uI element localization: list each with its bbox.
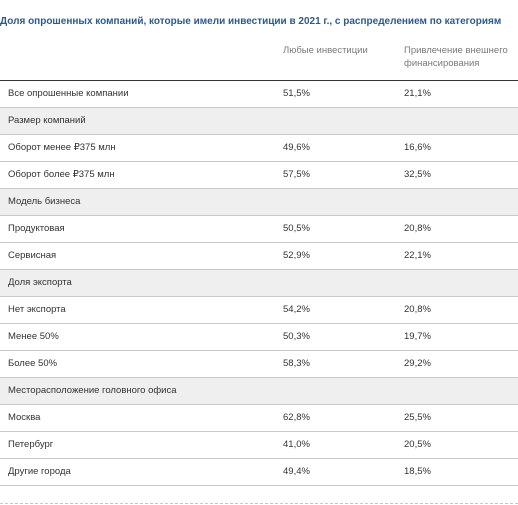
- table-row: Сервисная 52,9% 22,1%: [0, 243, 518, 270]
- table-row: Петербург 41,0% 20,5%: [0, 432, 518, 459]
- section-row: Модель бизнеса: [0, 189, 518, 216]
- table-row: Москва 62,8% 25,5%: [0, 405, 518, 432]
- row-label: Оборот менее ₽375 млн: [8, 142, 116, 153]
- row-value-external-financing: 20,5%: [404, 439, 431, 450]
- table-row: Продуктовая 50,5% 20,8%: [0, 216, 518, 243]
- row-value-any-investment: 58,3%: [283, 358, 310, 369]
- row-value-external-financing: 20,8%: [404, 304, 431, 315]
- row-value-external-financing: 29,2%: [404, 358, 431, 369]
- row-value-any-investment: 54,2%: [283, 304, 310, 315]
- table-row: Оборот менее ₽375 млн 49,6% 16,6%: [0, 135, 518, 162]
- row-value-any-investment: 50,3%: [283, 331, 310, 342]
- table-title: Доля опрошенных компаний, которые имели …: [0, 16, 502, 27]
- section-label: Модель бизнеса: [8, 196, 81, 207]
- bottom-divider: [0, 503, 518, 504]
- row-value-any-investment: 62,8%: [283, 412, 310, 423]
- investment-table: Все опрошенные компании 51,5% 21,1% Разм…: [0, 81, 518, 486]
- row-value-any-investment: 51,5%: [283, 88, 310, 99]
- section-row: Месторасположение головного офиса: [0, 378, 518, 405]
- section-label: Месторасположение головного офиса: [8, 385, 177, 396]
- section-row: Размер компаний: [0, 108, 518, 135]
- row-label: Оборот более ₽375 млн: [8, 169, 115, 180]
- section-label: Доля экспорта: [8, 277, 72, 288]
- table-row: Все опрошенные компании 51,5% 21,1%: [0, 81, 518, 108]
- row-value-external-financing: 19,7%: [404, 331, 431, 342]
- row-value-any-investment: 49,4%: [283, 466, 310, 477]
- row-value-any-investment: 57,5%: [283, 169, 310, 180]
- row-value-external-financing: 22,1%: [404, 250, 431, 261]
- table-row: Нет экспорта 54,2% 20,8%: [0, 297, 518, 324]
- row-value-external-financing: 25,5%: [404, 412, 431, 423]
- row-label: Москва: [8, 412, 41, 423]
- row-value-any-investment: 41,0%: [283, 439, 310, 450]
- table-row: Более 50% 58,3% 29,2%: [0, 351, 518, 378]
- section-row: Доля экспорта: [0, 270, 518, 297]
- section-label: Размер компаний: [8, 115, 86, 126]
- row-label: Все опрошенные компании: [8, 88, 129, 99]
- row-label: Другие города: [8, 466, 71, 477]
- row-label: Нет экспорта: [8, 304, 66, 315]
- row-value-any-investment: 49,6%: [283, 142, 310, 153]
- row-label: Менее 50%: [8, 331, 59, 342]
- row-label: Более 50%: [8, 358, 58, 369]
- table-row: Другие города 49,4% 18,5%: [0, 459, 518, 486]
- table-row: Менее 50% 50,3% 19,7%: [0, 324, 518, 351]
- table-row: Оборот более ₽375 млн 57,5% 32,5%: [0, 162, 518, 189]
- row-label: Сервисная: [8, 250, 57, 261]
- row-value-any-investment: 50,5%: [283, 223, 310, 234]
- row-value-any-investment: 52,9%: [283, 250, 310, 261]
- column-header-any-investment: Любые инвестиции: [283, 45, 368, 56]
- row-value-external-financing: 20,8%: [404, 223, 431, 234]
- header-divider: [0, 80, 518, 81]
- row-value-external-financing: 18,5%: [404, 466, 431, 477]
- row-label: Продуктовая: [8, 223, 65, 234]
- row-value-external-financing: 16,6%: [404, 142, 431, 153]
- row-value-external-financing: 32,5%: [404, 169, 431, 180]
- row-label: Петербург: [8, 439, 54, 450]
- column-header-external-financing: Привлечение внешнего финансирования: [404, 45, 508, 69]
- row-value-external-financing: 21,1%: [404, 88, 431, 99]
